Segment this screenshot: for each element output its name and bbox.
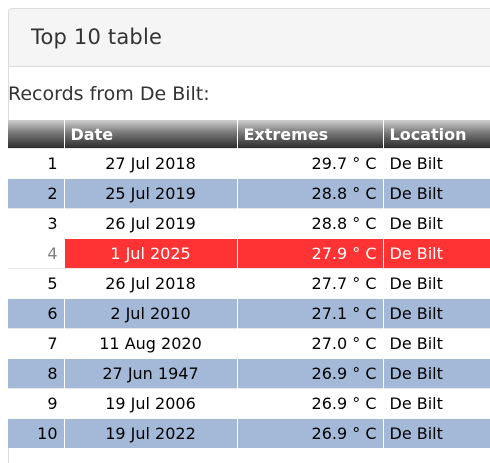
extreme-cell: 27.1 ° C: [236, 298, 383, 329]
rank-cell: 10: [8, 418, 64, 448]
location-cell: De Bilt: [382, 268, 490, 299]
extreme-cell: 28.8 ° C: [236, 208, 383, 239]
location-cell: De Bilt: [382, 148, 490, 179]
table-row: 2 25 Jul 2019 28.8 ° C De Bilt: [8, 178, 490, 209]
table-row: 7 11 Aug 2020 27.0 ° C De Bilt: [8, 328, 490, 359]
location-cell: De Bilt: [382, 178, 490, 209]
date-cell: 19 Jul 2006: [63, 388, 237, 419]
date-cell: 27 Jun 1947: [63, 358, 237, 389]
records-subtitle: Records from De Bilt:: [8, 83, 210, 105]
extreme-cell: 28.8 ° C: [236, 178, 383, 209]
location-cell: De Bilt: [382, 328, 490, 359]
extreme-cell: 26.9 ° C: [236, 388, 383, 419]
location-cell: De Bilt: [382, 298, 490, 329]
table-header-row: Date Extremes Location: [8, 120, 490, 149]
table-row: 3 26 Jul 2019 28.8 ° C De Bilt: [8, 208, 490, 239]
table-row: 1 27 Jul 2018 29.7 ° C De Bilt: [8, 148, 490, 179]
extreme-cell: 29.7 ° C: [236, 148, 383, 179]
header-rank: [8, 120, 64, 149]
table-row: 9 19 Jul 2006 26.9 ° C De Bilt: [8, 388, 490, 419]
rank-cell: 5: [8, 268, 64, 299]
extreme-cell: 26.9 ° C: [236, 358, 383, 389]
rank-cell: 1: [8, 148, 64, 179]
table-row-highlighted: 4 1 Jul 2025 27.9 ° C De Bilt: [8, 238, 490, 269]
header-location[interactable]: Location: [382, 120, 490, 149]
rank-cell: 7: [8, 328, 64, 359]
header-date[interactable]: Date: [63, 120, 237, 149]
date-cell: 2 Jul 2010: [63, 298, 237, 329]
date-cell: 1 Jul 2025: [63, 238, 237, 269]
location-cell: De Bilt: [382, 208, 490, 239]
rank-cell: 9: [8, 388, 64, 419]
date-cell: 26 Jul 2018: [63, 268, 237, 299]
table-row: 10 19 Jul 2022 26.9 ° C De Bilt: [8, 418, 490, 448]
extreme-cell: 27.0 ° C: [236, 328, 383, 359]
rank-cell: 4: [8, 238, 64, 269]
extreme-cell: 27.9 ° C: [236, 238, 383, 269]
date-cell: 25 Jul 2019: [63, 178, 237, 209]
date-cell: 19 Jul 2022: [63, 418, 237, 448]
extreme-cell: 26.9 ° C: [236, 418, 383, 448]
location-cell: De Bilt: [382, 238, 490, 269]
location-cell: De Bilt: [382, 388, 490, 419]
date-cell: 11 Aug 2020: [63, 328, 237, 359]
location-cell: De Bilt: [382, 358, 490, 389]
panel-header: Top 10 table: [9, 9, 490, 67]
rank-cell: 8: [8, 358, 64, 389]
rank-cell: 6: [8, 298, 64, 329]
panel-title: Top 10 table: [31, 25, 163, 49]
date-cell: 26 Jul 2019: [63, 208, 237, 239]
extreme-cell: 27.7 ° C: [236, 268, 383, 299]
table-row: 6 2 Jul 2010 27.1 ° C De Bilt: [8, 298, 490, 329]
records-table: Date Extremes Location 1 27 Jul 2018 29.…: [8, 120, 490, 448]
rank-cell: 2: [8, 178, 64, 209]
table-row: 8 27 Jun 1947 26.9 ° C De Bilt: [8, 358, 490, 389]
header-extremes[interactable]: Extremes: [236, 120, 383, 149]
rank-cell: 3: [8, 208, 64, 239]
location-cell: De Bilt: [382, 418, 490, 448]
table-row: 5 26 Jul 2018 27.7 ° C De Bilt: [8, 268, 490, 299]
date-cell: 27 Jul 2018: [63, 148, 237, 179]
